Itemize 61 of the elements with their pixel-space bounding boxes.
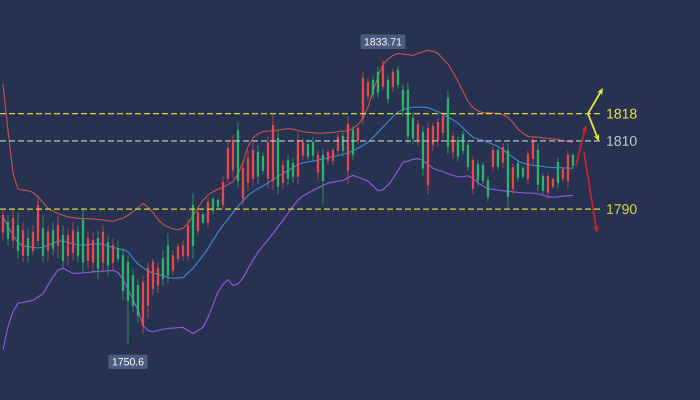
candlestick: [492, 146, 494, 172]
candlestick: [486, 176, 490, 202]
candlestick: [86, 230, 90, 269]
candlestick: [92, 232, 94, 271]
candlestick: [76, 225, 80, 263]
candlestick: [256, 145, 260, 185]
candlestick: [52, 222, 54, 256]
candlestick: [172, 250, 174, 276]
candlestick: [6, 214, 10, 246]
candlestick: [16, 212, 20, 259]
candlestick: [62, 225, 64, 269]
candlestick: [316, 150, 320, 181]
candlestick: [42, 214, 44, 263]
annotation: 1833.71: [364, 38, 402, 46]
candlestick: [332, 148, 334, 166]
candlestick: [246, 150, 250, 191]
candlestick: [286, 154, 290, 186]
candlestick: [46, 225, 50, 261]
ref-line-label: 1790: [607, 204, 637, 214]
candlestick: [176, 243, 180, 263]
candlestick: [156, 262, 160, 293]
candlestick: [282, 160, 284, 189]
candlestick: [102, 225, 104, 273]
candlestick: [106, 235, 110, 276]
candlestick: [162, 250, 164, 286]
candlestick: [2, 210, 4, 241]
candlestick: [412, 112, 414, 145]
ref-line-label: 1810: [607, 136, 637, 146]
candlestick: [66, 228, 70, 266]
candlestick: [292, 158, 294, 183]
candlestick: [556, 156, 560, 189]
candlestick: [72, 222, 74, 261]
candlestick: [322, 148, 324, 205]
candlestick: [376, 66, 380, 99]
candlestick: [182, 240, 184, 261]
candlestick: [96, 230, 100, 279]
candlestick: [22, 222, 24, 263]
candlestick: [326, 150, 330, 165]
candlestick: [456, 136, 460, 162]
candlestick: [386, 74, 390, 105]
candlestick: [302, 138, 304, 161]
candlestick: [126, 255, 130, 344]
candlestick: [26, 228, 30, 263]
candlestick: [552, 177, 554, 189]
candlestick: [476, 160, 480, 187]
candlestick: [312, 136, 314, 161]
candlestick: [116, 240, 120, 263]
candlestick: [166, 232, 170, 284]
candlestick: [56, 214, 60, 259]
candlestick: [392, 68, 394, 93]
candlestick: [252, 142, 254, 187]
candlestick: [12, 208, 14, 249]
candlestick: [546, 172, 550, 199]
candlestick: [32, 225, 34, 256]
annotation: 1750.6: [112, 358, 144, 366]
candlestick: [502, 143, 504, 168]
candlestick: [112, 238, 114, 271]
candlestick: [262, 152, 264, 175]
ref-line-label: 1818: [607, 108, 637, 119]
candlestick: [402, 84, 404, 117]
candlestick: [372, 76, 374, 99]
